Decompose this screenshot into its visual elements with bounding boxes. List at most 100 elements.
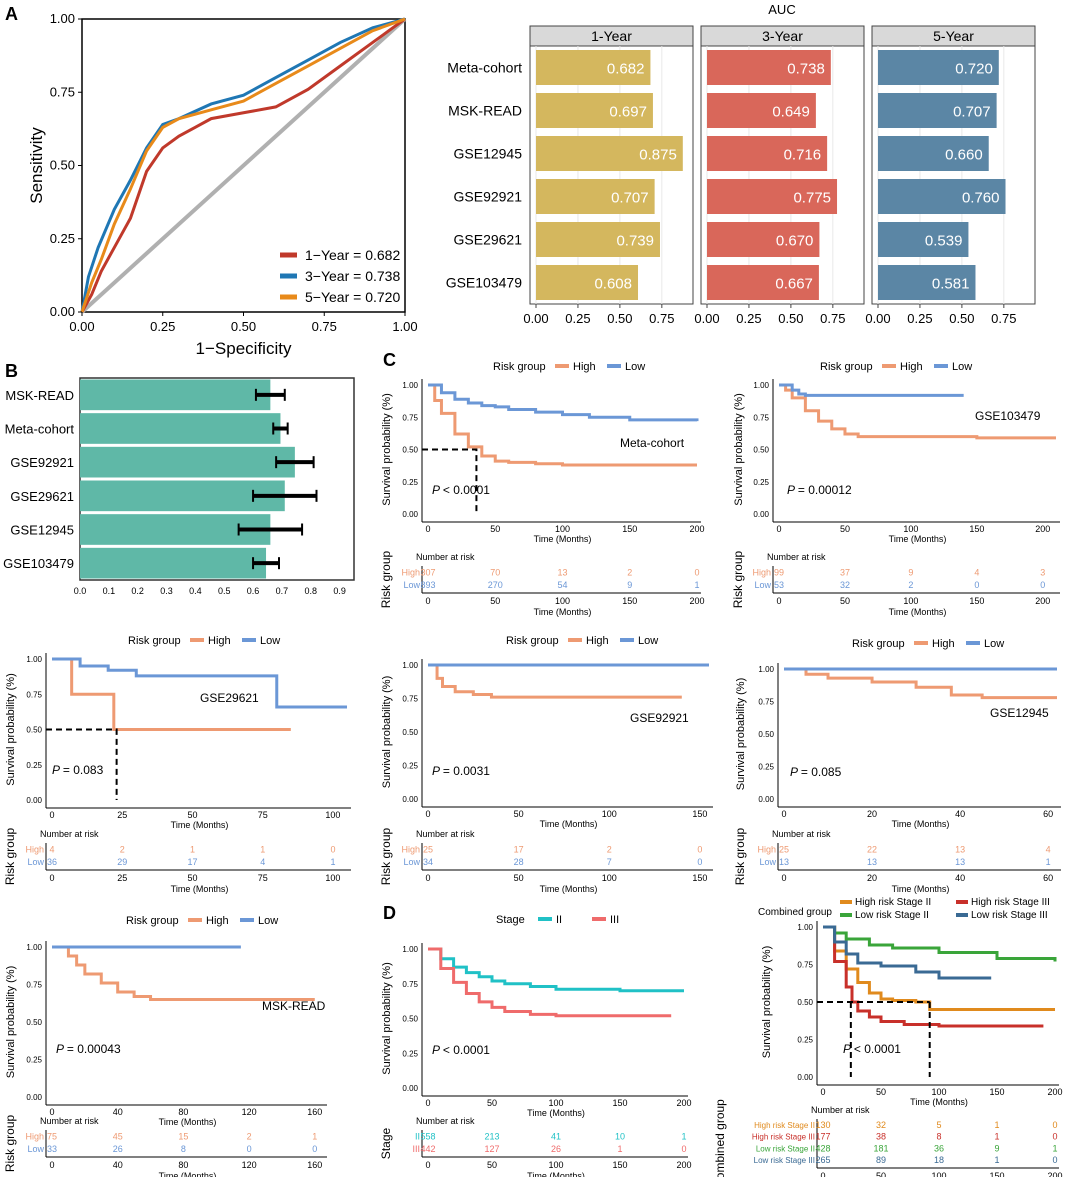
risk-x-tick: 100 [548,1160,563,1170]
risk-value: 893 [420,580,435,590]
risk-x-tick: 100 [931,1171,946,1177]
auc-bar [878,50,999,85]
km-x-tick: 0 [781,809,786,819]
km-x-tick: 60 [1043,809,1053,819]
auc-bar-label: 0.649 [772,104,810,121]
risk-x-tick: 50 [514,873,524,883]
km-y-tick: 0.00 [753,510,769,519]
risk-value: 442 [420,1144,435,1154]
auc-bar [536,265,639,300]
auc-bar [707,222,820,257]
auc-category: GSE92921 [454,189,523,205]
risk-value: 34 [423,857,433,867]
km-y-tick: 1.00 [402,945,418,954]
x-tick-label: 0.50 [778,311,803,326]
x-axis-title: 1−Specificity [196,339,292,358]
facet-panel [871,45,1036,305]
risk-x-tick: 120 [242,1160,257,1170]
km-y-tick: 0.50 [402,446,418,455]
km-x-title: Time (Months) [889,534,947,544]
risk-row-label: Low risk Stage III [754,1156,815,1165]
risk-value: 8 [181,1144,186,1154]
km-median-line [46,728,118,800]
legend-entry: 5−Year = 0.720 [305,289,400,305]
km-pvalue: P < 0.0001 [432,483,490,497]
km-y-tick: 0.75 [758,698,774,707]
risk-value: 10 [615,1131,625,1141]
facet-label: 5-Year [933,28,974,44]
facet-panel [529,45,694,305]
km-y-tick: 0.50 [758,730,774,739]
risk-value: 25 [779,844,789,854]
km-y-tick: 0.00 [402,795,418,804]
km-pvalue: P = 0.00043 [56,1042,121,1056]
risk-x-title: Time (Months) [892,884,950,894]
km-y-tick: 0.75 [402,695,418,704]
x-tick-label: 0.50 [231,319,256,334]
km-legend-entry: Low [638,635,658,647]
risk-value: 15 [178,1131,188,1141]
combined-legend-title: Combined group [758,907,832,918]
km-cohort-label: Meta-cohort [620,436,685,450]
b-plot-frame [79,377,355,581]
km-y-tick: 0.00 [26,796,42,805]
risk-x-tick: 75 [258,873,268,883]
risk-value: 3 [1040,567,1045,577]
auc-bar [707,136,828,171]
auc-bar [707,179,838,214]
km-x-tick: 0 [425,1098,430,1108]
risk-y-title: Combined group [713,1099,727,1177]
roc-curve-1-Year [80,17,406,313]
km-y-tick: 0.50 [26,726,42,735]
facet-label: 3-Year [762,28,803,44]
risk-value: 17 [514,844,524,854]
risk-value: 26 [113,1144,123,1154]
km-x-tick: 50 [490,524,500,534]
risk-value: 29 [117,857,127,867]
km-curve-high [428,383,697,467]
risk-title: Number at risk [40,1116,99,1126]
y-tick-label: 0.75 [50,84,75,99]
risk-row-label: High [757,844,776,854]
km-curve-low [779,383,964,397]
km-x-title: Time (Months) [534,534,592,544]
risk-value: 177 [815,1132,830,1142]
risk-x-tick: 40 [955,873,965,883]
x-tick-label: 0.1 [103,586,116,596]
km-y-tick: 0.00 [26,1093,42,1102]
km-curve-stage-ii [428,947,684,993]
auc-bar [878,222,969,257]
x-tick-label: 0.00 [523,311,548,326]
risk-value: 13 [779,857,789,867]
risk-x-tick: 0 [49,1160,54,1170]
y-tick-label: 0.00 [50,304,75,319]
risk-value: 9 [627,580,632,590]
x-tick-label: 0.25 [907,311,932,326]
km-y-title: Survival probability (%) [5,966,17,1078]
risk-title: Number at risk [416,1116,475,1126]
risk-value: 1 [681,1131,686,1141]
km-curve-low [52,657,347,709]
auc-bar-label: 0.739 [616,233,654,250]
risk-x-tick: 25 [117,873,127,883]
km-pvalue: P < 0.0001 [843,1042,901,1056]
risk-value: 0 [1052,1120,1057,1130]
auc-category: MSK-READ [448,103,522,119]
auc-bar [536,136,683,171]
km-y-tick: 0.75 [753,413,769,422]
risk-x-tick: 0 [49,873,54,883]
risk-value: 2 [908,580,913,590]
risk-value: 307 [420,567,435,577]
risk-value: 0 [1052,1132,1057,1142]
km-y-tick: 0.25 [753,478,769,487]
km-legend-entry: High [900,361,923,373]
risk-x-title: Time (Months) [889,607,947,617]
km-y-tick: 0.50 [753,446,769,455]
km-y-tick: 0.75 [26,690,42,699]
risk-x-tick: 150 [969,596,984,606]
auc-bar-label: 0.775 [793,190,831,207]
km-x-tick: 50 [840,524,850,534]
km-x-tick: 0 [820,1087,825,1097]
km-y-tick: 0.25 [797,1036,813,1045]
